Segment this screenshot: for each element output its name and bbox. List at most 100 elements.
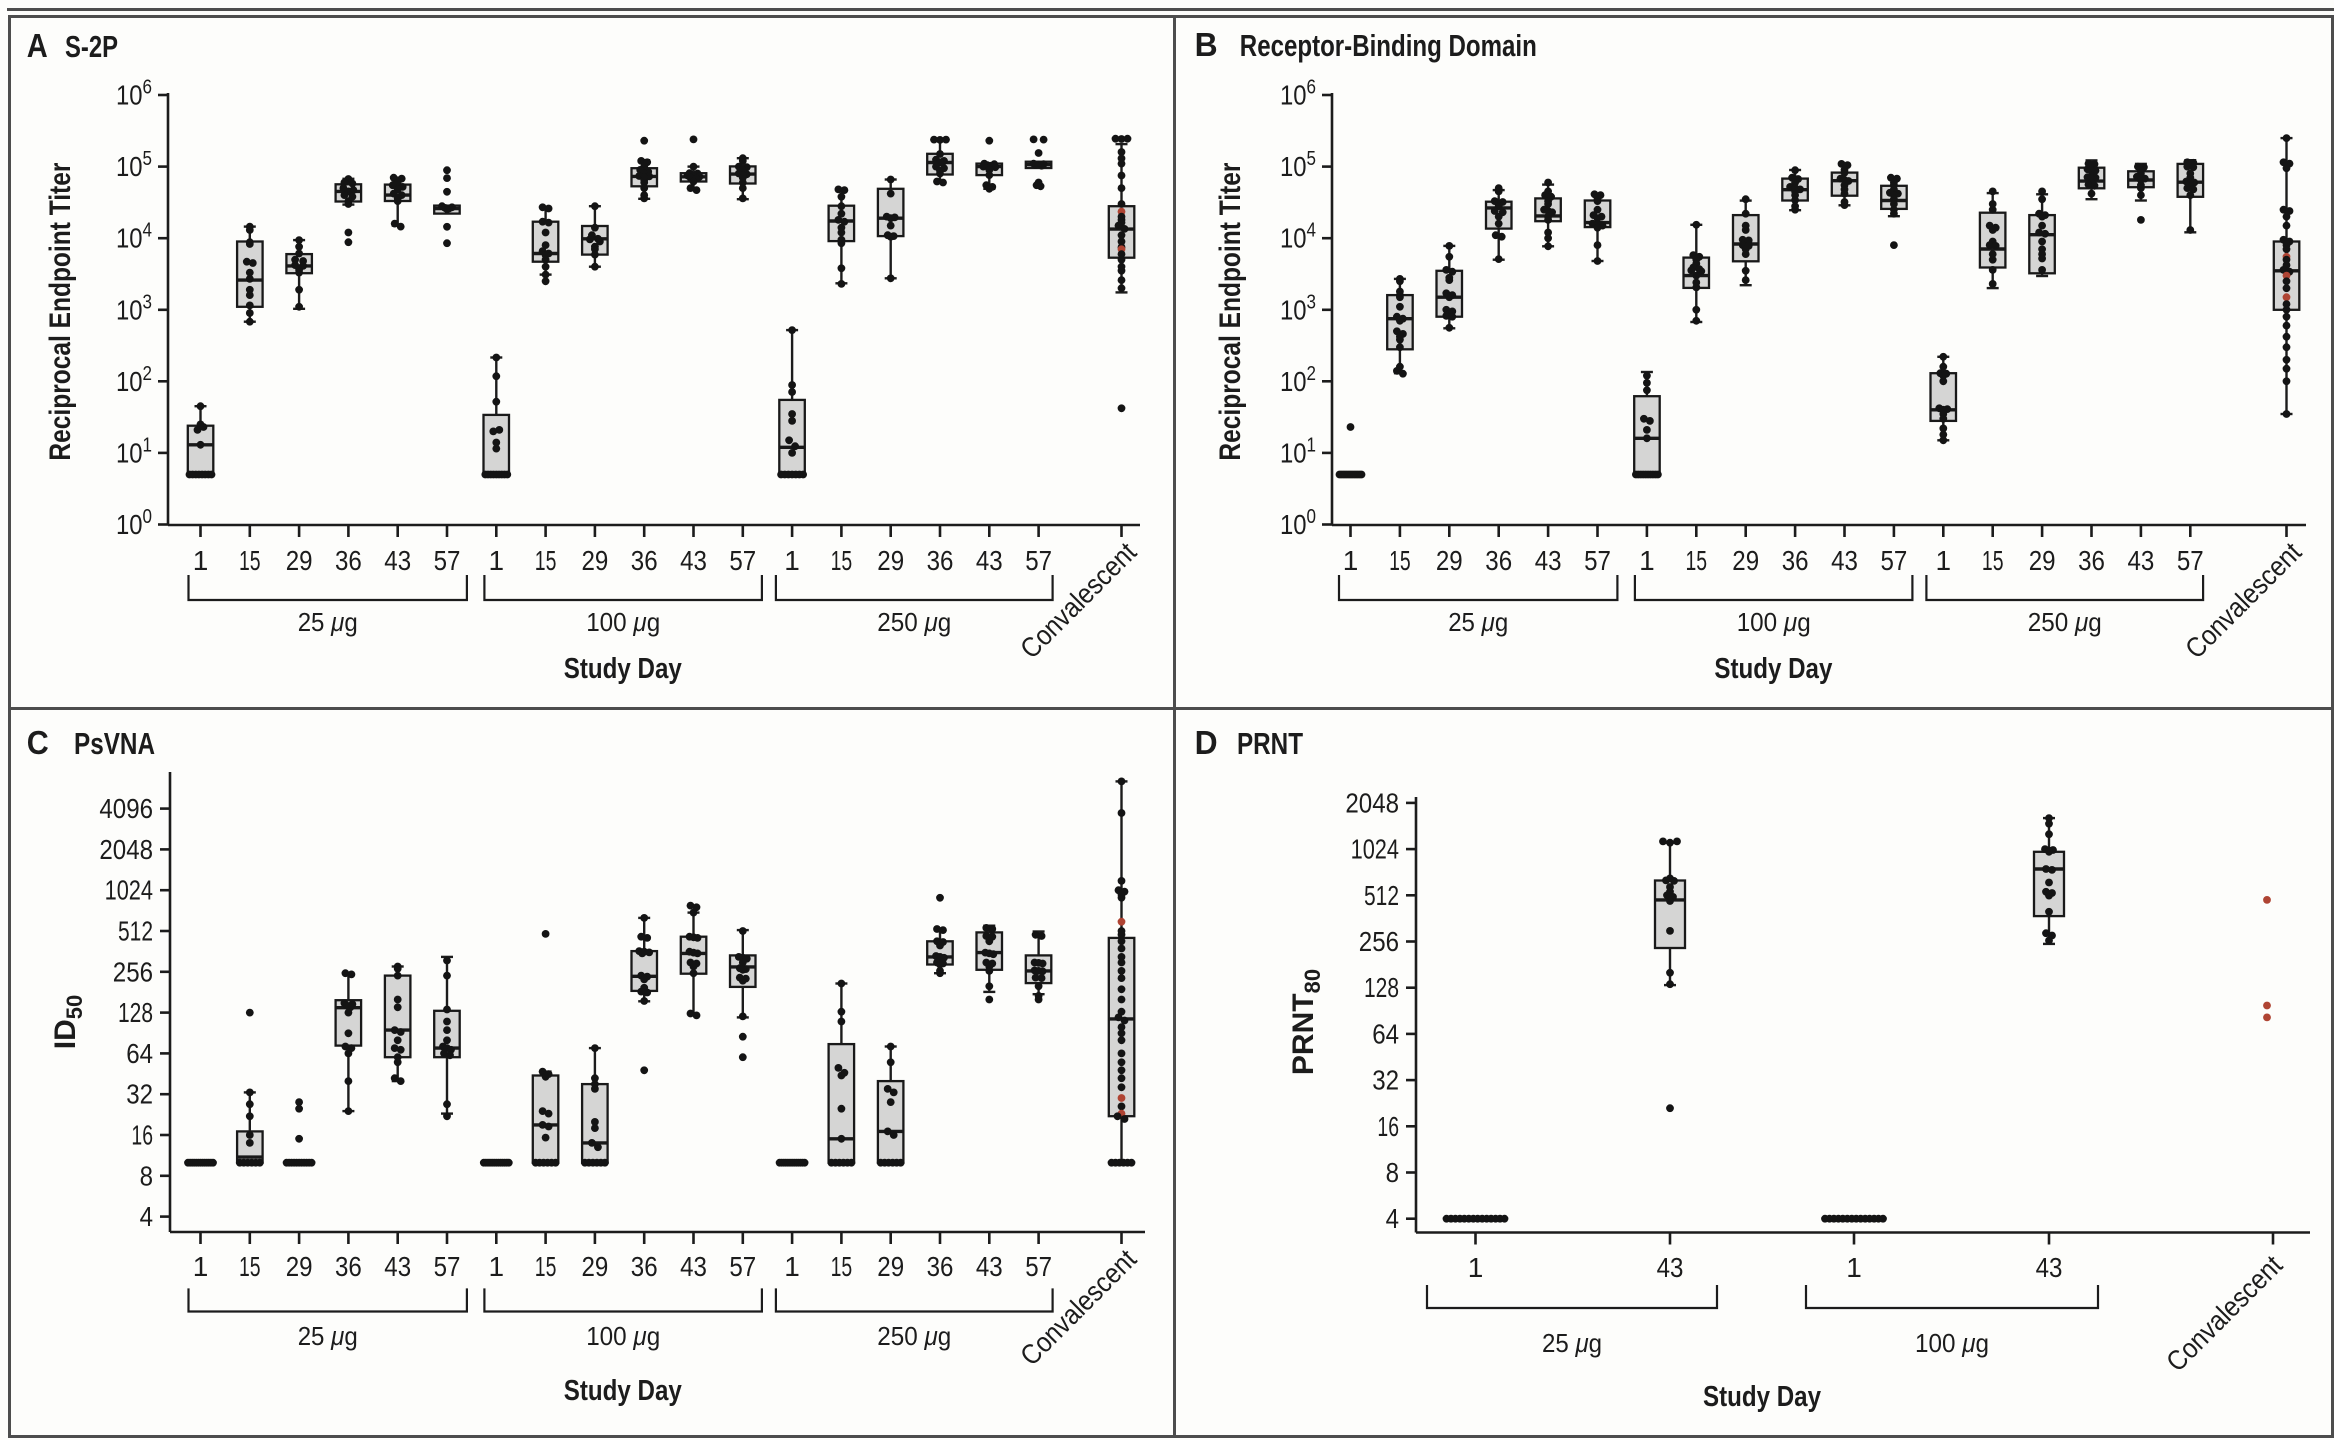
svg-text:1: 1 (1846, 1252, 1862, 1283)
svg-text:57: 57 (434, 1251, 461, 1282)
svg-text:43: 43 (384, 545, 411, 576)
svg-text:64: 64 (1372, 1018, 1399, 1049)
svg-text:16: 16 (131, 1120, 153, 1151)
svg-text:36: 36 (1782, 545, 1809, 576)
svg-text:S-2P: S-2P (65, 29, 118, 64)
svg-text:29: 29 (582, 1251, 609, 1282)
svg-text:57: 57 (1881, 545, 1908, 576)
svg-text:1: 1 (1936, 545, 1952, 576)
svg-text:250 μg: 250 μg (877, 1321, 951, 1351)
svg-text:32: 32 (126, 1079, 153, 1110)
svg-text:15: 15 (239, 1251, 261, 1282)
svg-text:4: 4 (1386, 1203, 1399, 1234)
svg-text:256: 256 (1359, 926, 1399, 957)
svg-text:43: 43 (976, 1251, 1003, 1282)
svg-text:43: 43 (1657, 1252, 1684, 1283)
svg-text:29: 29 (286, 545, 313, 576)
svg-text:29: 29 (1436, 545, 1463, 576)
svg-text:15: 15 (831, 545, 853, 576)
svg-text:25 μg: 25 μg (1542, 1328, 1602, 1358)
svg-text:Study Day: Study Day (564, 1375, 682, 1407)
svg-text:43: 43 (680, 545, 707, 576)
svg-text:8: 8 (1386, 1157, 1399, 1188)
svg-text:1: 1 (489, 1251, 505, 1282)
svg-text:36: 36 (1485, 545, 1512, 576)
svg-text:25 μg: 25 μg (298, 1321, 358, 1351)
svg-text:29: 29 (286, 1251, 313, 1282)
svg-text:128: 128 (118, 997, 153, 1028)
svg-text:8: 8 (140, 1160, 153, 1191)
svg-text:250 μg: 250 μg (2028, 607, 2102, 637)
svg-text:43: 43 (1831, 545, 1858, 576)
svg-text:36: 36 (335, 545, 362, 576)
svg-text:100 μg: 100 μg (586, 1321, 660, 1351)
svg-text:64: 64 (126, 1038, 153, 1069)
svg-text:29: 29 (877, 545, 904, 576)
svg-text:Reciprocal Endpoint Titer: Reciprocal Endpoint Titer (44, 162, 77, 460)
svg-text:15: 15 (1982, 545, 2004, 576)
svg-text:15: 15 (1686, 545, 1708, 576)
svg-text:57: 57 (729, 1251, 756, 1282)
svg-text:36: 36 (335, 1251, 362, 1282)
svg-text:57: 57 (1025, 1251, 1052, 1282)
svg-text:2048: 2048 (99, 834, 153, 865)
svg-text:1: 1 (1343, 545, 1359, 576)
svg-text:15: 15 (1389, 545, 1411, 576)
svg-text:1: 1 (193, 545, 209, 576)
svg-text:25 μg: 25 μg (1448, 607, 1508, 637)
svg-text:Reciprocal Endpoint Titer: Reciprocal Endpoint Titer (1214, 162, 1247, 460)
svg-text:Study Day: Study Day (1714, 653, 1832, 685)
svg-text:29: 29 (877, 1251, 904, 1282)
svg-text:ID50: ID50 (49, 995, 87, 1049)
svg-text:29: 29 (1732, 545, 1759, 576)
svg-text:100 μg: 100 μg (1915, 1328, 1989, 1358)
svg-text:15: 15 (535, 1251, 557, 1282)
svg-text:1: 1 (193, 1251, 209, 1282)
svg-text:256: 256 (113, 956, 153, 987)
svg-text:57: 57 (1025, 545, 1052, 576)
svg-text:15: 15 (239, 545, 261, 576)
svg-text:1: 1 (784, 545, 800, 576)
svg-text:1: 1 (1468, 1252, 1484, 1283)
svg-text:43: 43 (2128, 545, 2155, 576)
svg-text:36: 36 (927, 545, 954, 576)
svg-text:25 μg: 25 μg (298, 607, 358, 637)
svg-text:1024: 1024 (105, 875, 153, 906)
svg-text:43: 43 (976, 545, 1003, 576)
svg-text:36: 36 (631, 545, 658, 576)
svg-text:16: 16 (1377, 1111, 1399, 1142)
svg-text:D: D (1195, 724, 1218, 761)
svg-text:128: 128 (1364, 972, 1399, 1003)
svg-text:15: 15 (535, 545, 557, 576)
svg-text:1: 1 (489, 545, 505, 576)
svg-text:100 μg: 100 μg (1737, 607, 1811, 637)
svg-text:4096: 4096 (99, 793, 153, 824)
svg-text:Study Day: Study Day (1703, 1381, 1821, 1413)
svg-text:Receptor-Binding Domain: Receptor-Binding Domain (1240, 28, 1537, 63)
svg-text:36: 36 (2078, 545, 2105, 576)
svg-text:250 μg: 250 μg (877, 607, 951, 637)
svg-text:PRNT: PRNT (1237, 726, 1303, 761)
svg-text:29: 29 (2029, 545, 2056, 576)
svg-text:36: 36 (631, 1251, 658, 1282)
svg-text:43: 43 (680, 1251, 707, 1282)
svg-text:43: 43 (1535, 545, 1562, 576)
svg-text:512: 512 (118, 916, 153, 947)
svg-text:512: 512 (1364, 880, 1399, 911)
svg-text:Study Day: Study Day (564, 653, 682, 685)
svg-text:4: 4 (140, 1201, 153, 1232)
svg-text:C: C (27, 724, 49, 761)
svg-text:57: 57 (2177, 545, 2204, 576)
svg-text:57: 57 (1584, 545, 1611, 576)
svg-text:1: 1 (784, 1251, 800, 1282)
svg-text:57: 57 (434, 545, 461, 576)
svg-text:57: 57 (729, 545, 756, 576)
svg-text:PsVNA: PsVNA (74, 726, 155, 761)
svg-text:A: A (27, 27, 48, 64)
svg-text:43: 43 (384, 1251, 411, 1282)
svg-text:1: 1 (1639, 545, 1655, 576)
svg-text:100 μg: 100 μg (586, 607, 660, 637)
svg-text:B: B (1195, 26, 1218, 63)
svg-text:32: 32 (1372, 1065, 1399, 1096)
svg-text:15: 15 (831, 1251, 853, 1282)
